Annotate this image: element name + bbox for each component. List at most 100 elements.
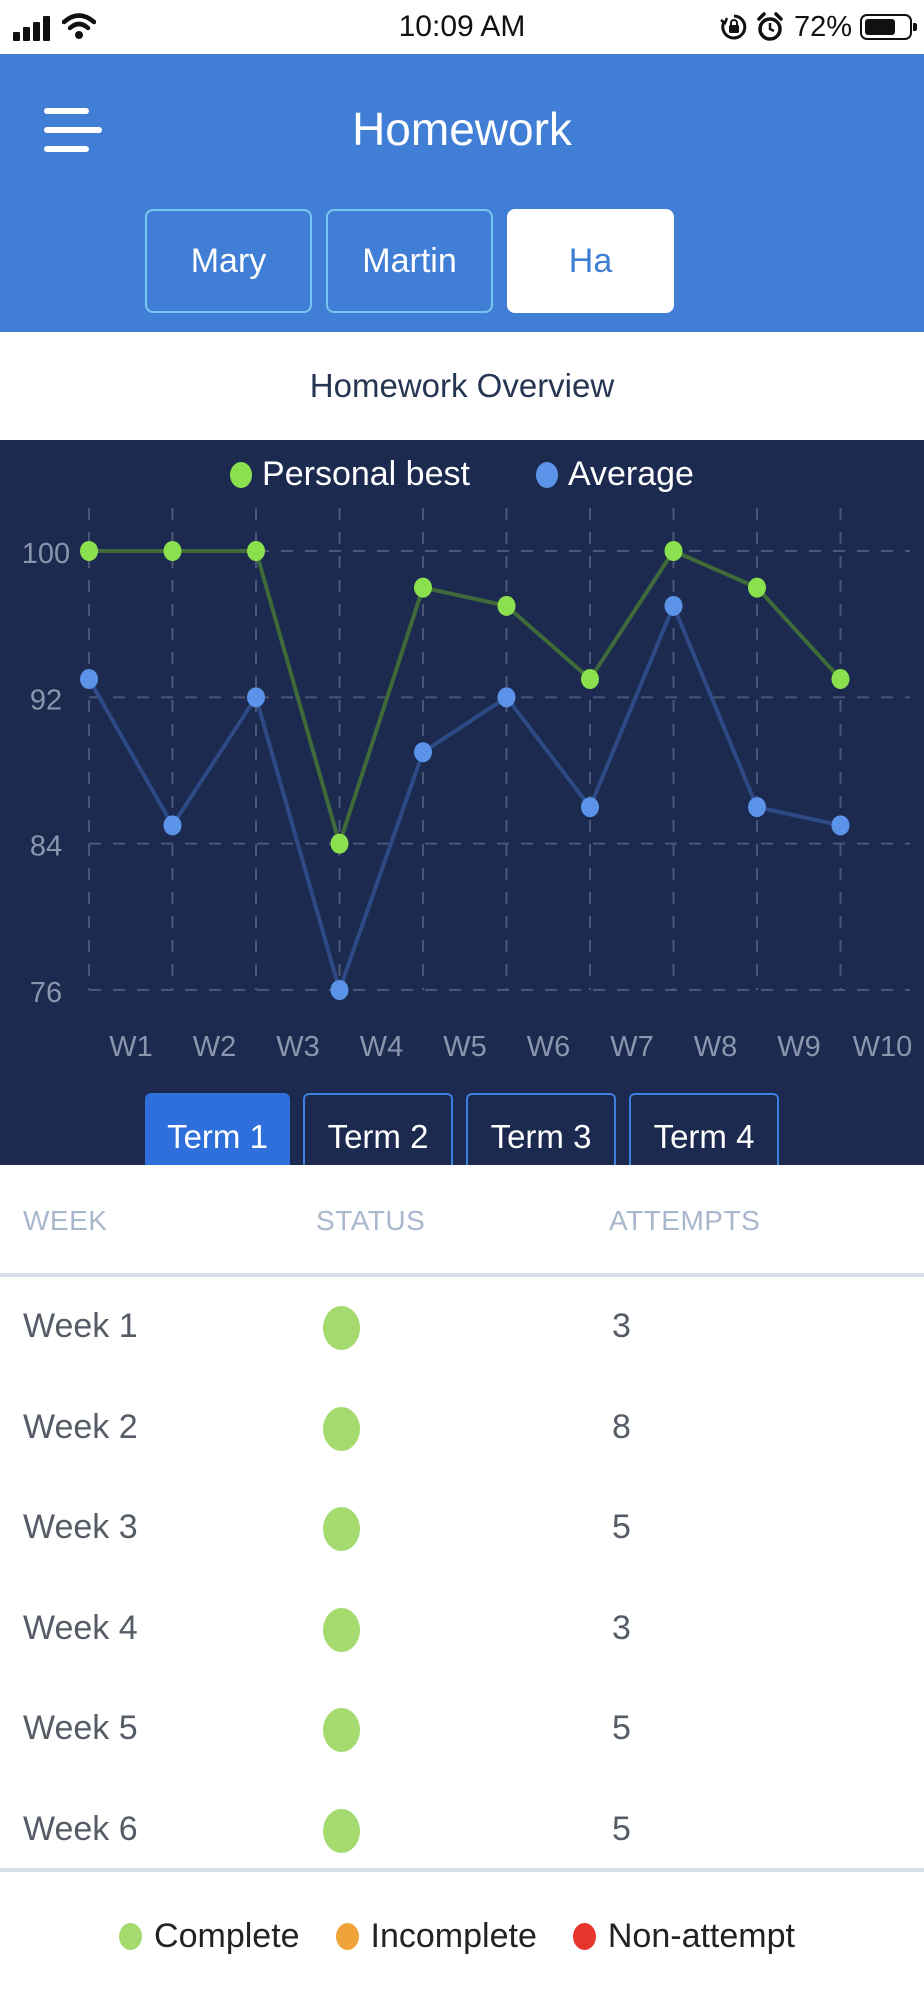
- legend-label: Average: [567, 455, 694, 493]
- status-complete-dot: [323, 1306, 360, 1350]
- legend-personal-best: Personal best: [230, 455, 470, 494]
- data-point-personal-best: [497, 595, 516, 616]
- term-tab-3[interactable]: Term 3: [466, 1093, 616, 1165]
- table-row[interactable]: Week 6 5: [0, 1780, 924, 1881]
- hamburger-menu-icon[interactable]: [44, 108, 102, 154]
- week-label: Week 5: [23, 1709, 138, 1747]
- divider: [0, 1273, 924, 1277]
- attempts-count: 5: [612, 1508, 631, 1546]
- status-bar: 10:09 AM 72%: [0, 0, 924, 54]
- table-row[interactable]: Week 4 3: [0, 1579, 924, 1680]
- legend-label: Incomplete: [370, 1916, 537, 1955]
- week-label: Week 6: [23, 1809, 138, 1848]
- complete-dot-icon: [119, 1922, 143, 1950]
- x-tick-label: W9: [777, 1031, 821, 1063]
- divider: [0, 1868, 924, 1872]
- table-header: WEEK STATUS ATTEMPTS: [0, 1165, 924, 1275]
- week-list: Week 1 3 Week 2 8 Week 3 5 Week 4 3 Week…: [0, 1277, 924, 1880]
- chart-legend: Personal best Average: [0, 455, 924, 494]
- week-label: Week 2: [23, 1407, 138, 1446]
- legend-label: Personal best: [262, 455, 470, 493]
- data-point-personal-best: [80, 541, 98, 561]
- term-tab-4[interactable]: Term 4: [629, 1093, 779, 1165]
- student-tabs: Mary Martin Ha: [145, 209, 674, 313]
- legend-label: Non-attempt: [607, 1916, 795, 1955]
- status-complete-dot: [323, 1808, 360, 1853]
- x-tick-label: W8: [694, 1031, 738, 1063]
- data-point-average: [163, 815, 182, 836]
- non-attempt-dot-icon: [572, 1922, 596, 1950]
- status-legend: Complete Incomplete Non-attempt: [0, 1872, 924, 2000]
- data-point-average: [581, 797, 599, 818]
- y-tick-label: 100: [22, 538, 70, 570]
- legend-dot-icon: [230, 461, 253, 488]
- y-tick-label: 84: [30, 831, 62, 863]
- battery-percentage: 72%: [793, 10, 852, 43]
- table-row[interactable]: Week 3 5: [0, 1478, 924, 1579]
- y-tick-label: 92: [30, 684, 62, 716]
- week-label: Week 1: [23, 1307, 138, 1345]
- table-row[interactable]: Week 1 3: [0, 1277, 924, 1378]
- table-row[interactable]: Week 2 8: [0, 1378, 924, 1479]
- x-tick-label: W3: [276, 1031, 320, 1063]
- status-complete-dot: [323, 1708, 360, 1752]
- data-point-personal-best: [247, 541, 265, 561]
- y-tick-label: 76: [30, 977, 62, 1009]
- data-point-personal-best: [163, 541, 182, 561]
- x-tick-label: W4: [360, 1031, 404, 1063]
- data-point-average: [414, 742, 432, 763]
- x-tick-label: W5: [443, 1031, 487, 1063]
- data-point-personal-best: [831, 669, 850, 690]
- battery-icon: [860, 14, 917, 40]
- legend-average: Average: [535, 455, 694, 494]
- attempts-count: 5: [612, 1809, 631, 1848]
- incomplete-dot-icon: [335, 1922, 359, 1950]
- legend-dot-icon: [535, 461, 558, 488]
- attempts-count: 8: [612, 1407, 631, 1446]
- series-line-average: [87, 603, 841, 992]
- cellular-signal-icon: [13, 15, 53, 41]
- app-header: Homework Mary Martin Ha: [0, 54, 924, 332]
- series-line-personal-best: [89, 549, 842, 846]
- status-time: 10:09 AM: [398, 10, 526, 43]
- week-label: Week 4: [23, 1608, 138, 1647]
- term-tabs: Term 1 Term 2 Term 3 Term 4: [145, 1093, 779, 1165]
- student-tab-martin[interactable]: Martin: [326, 209, 493, 313]
- legend-incomplete: Incomplete: [335, 1916, 537, 1956]
- status-complete-dot: [323, 1406, 360, 1451]
- data-point-average: [664, 595, 683, 616]
- column-header-status: STATUS: [316, 1205, 426, 1236]
- column-header-week: WEEK: [23, 1205, 108, 1236]
- data-point-average: [497, 687, 516, 708]
- data-point-average: [80, 669, 98, 690]
- status-complete-dot: [323, 1507, 360, 1551]
- table-row[interactable]: Week 5 5: [0, 1679, 924, 1780]
- data-point-personal-best: [581, 669, 599, 690]
- x-tick-label: W1: [109, 1031, 153, 1063]
- data-point-personal-best: [748, 577, 766, 598]
- data-point-average: [247, 687, 265, 708]
- alarm-icon: [757, 12, 783, 41]
- x-tick-label: W10: [853, 1031, 913, 1063]
- x-tick-label: W6: [527, 1031, 571, 1063]
- homework-chart: 76 84 92 100 W1 W2 W3 W4 W5 W6 W7 W8 W9 W10 Personal …: [0, 440, 924, 1165]
- status-complete-dot: [323, 1607, 360, 1652]
- term-tab-1[interactable]: Term 1: [145, 1093, 290, 1165]
- data-point-personal-best: [330, 833, 349, 854]
- section-title: Homework Overview: [0, 332, 924, 440]
- student-tab-mary[interactable]: Mary: [145, 209, 312, 313]
- data-point-average: [748, 797, 766, 818]
- week-label: Week 3: [23, 1508, 138, 1546]
- line-chart: 76 84 92 100 W1 W2 W3 W4 W5 W6 W7 W8 W9 W10: [22, 508, 913, 1063]
- legend-non-attempt: Non-attempt: [572, 1916, 795, 1956]
- data-point-average: [831, 815, 850, 836]
- data-point-average: [330, 980, 349, 1000]
- legend-label: Complete: [154, 1916, 300, 1955]
- student-tab-ha[interactable]: Ha: [507, 209, 674, 313]
- attempts-count: 3: [612, 1608, 631, 1647]
- page-title: Homework: [352, 103, 572, 155]
- data-point-personal-best: [664, 541, 683, 561]
- x-tick-label: W2: [193, 1031, 237, 1063]
- term-tab-2[interactable]: Term 2: [303, 1093, 453, 1165]
- column-header-attempts: ATTEMPTS: [609, 1205, 761, 1236]
